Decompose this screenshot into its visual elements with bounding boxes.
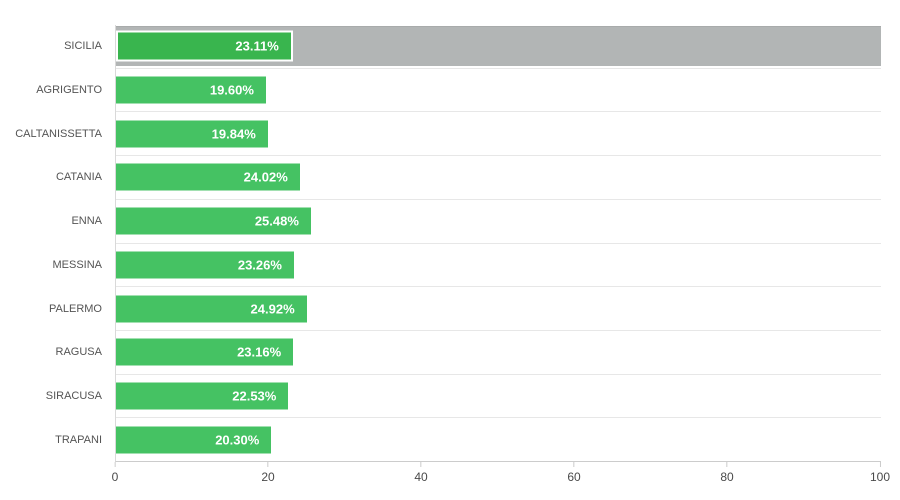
chart-row: CALTANISSETTA 19.84%	[15, 112, 881, 157]
bar-value-label: 19.60%	[209, 82, 254, 98]
bar[interactable]: 24.92%	[116, 295, 307, 323]
x-axis-tick: 0	[111, 462, 119, 484]
bar-value-label: 19.84%	[211, 126, 256, 142]
x-axis-tick: 60	[567, 462, 581, 484]
bar-value-label: 24.92%	[250, 301, 295, 317]
category-label: SICILIA	[64, 40, 102, 53]
bar[interactable]: 23.16%	[116, 338, 294, 366]
bar-value-label: 22.53%	[232, 388, 277, 404]
category-label: PALERMO	[49, 302, 102, 315]
bar-value-label: 23.11%	[235, 38, 279, 54]
x-axis-tick: 80	[720, 462, 734, 484]
bar-value-label: 25.48%	[254, 213, 299, 229]
tick-label: 40	[414, 470, 428, 484]
bar[interactable]: 19.60%	[116, 76, 266, 104]
category-label: MESSINA	[52, 258, 102, 271]
tick-label: 80	[720, 470, 734, 484]
bar-value-label: 23.16%	[237, 344, 282, 360]
x-axis: 0 20 40 60 80 100	[111, 462, 890, 494]
category-label: AGRIGENTO	[36, 84, 102, 97]
tick-label: 100	[869, 470, 891, 484]
category-label: CATANIA	[55, 171, 102, 184]
tick-mark-icon	[114, 462, 116, 467]
bar[interactable]: 23.26%	[116, 251, 294, 279]
bar-value-label: 23.26%	[237, 257, 282, 273]
chart-row: RAGUSA 23.16%	[56, 331, 881, 375]
tick-mark-icon	[879, 462, 881, 467]
tick-mark-icon	[267, 462, 269, 467]
bar[interactable]: 19.84%	[116, 120, 268, 148]
chart-row: AGRIGENTO 19.60%	[36, 69, 881, 113]
bar-value-label: 24.02%	[243, 169, 288, 185]
x-axis-tick: 40	[414, 462, 428, 484]
bar[interactable]: 20.30%	[116, 426, 272, 454]
chart-row: ENNA 25.48%	[71, 200, 881, 244]
category-label: TRAPANI	[55, 433, 102, 446]
tick-label: 0	[111, 470, 119, 484]
chart-row: PALERMO 24.92%	[49, 287, 881, 331]
bar[interactable]: 25.48%	[116, 207, 311, 235]
category-label: ENNA	[71, 215, 102, 228]
category-label: CALTANISSETTA	[15, 127, 102, 140]
tick-label: 20	[261, 470, 275, 484]
plot-area: SICILIA 23.11% AGRIGENTO 19.60% CALTANIS…	[15, 25, 881, 462]
chart-row: SIRACUSA 22.53%	[46, 375, 881, 419]
chart-row: CATANIA 24.02%	[56, 156, 881, 200]
tick-mark-icon	[573, 462, 575, 467]
tick-mark-icon	[726, 462, 728, 467]
bar-value-label: 20.30%	[215, 432, 260, 448]
tick-label: 60	[567, 470, 581, 484]
bar[interactable]: 22.53%	[116, 382, 289, 410]
chart-row: MESSINA 23.26%	[52, 244, 881, 288]
chart-row: SICILIA 23.11%	[64, 25, 881, 69]
chart-row: TRAPANI 20.30%	[55, 418, 881, 461]
tick-mark-icon	[420, 462, 422, 467]
x-axis-tick: 100	[870, 462, 890, 484]
category-label: RAGUSA	[55, 346, 102, 359]
x-axis-tick: 20	[261, 462, 275, 484]
bar[interactable]: 24.02%	[116, 163, 300, 191]
category-label: SIRACUSA	[45, 389, 102, 402]
bar[interactable]: 23.11%	[116, 30, 293, 62]
